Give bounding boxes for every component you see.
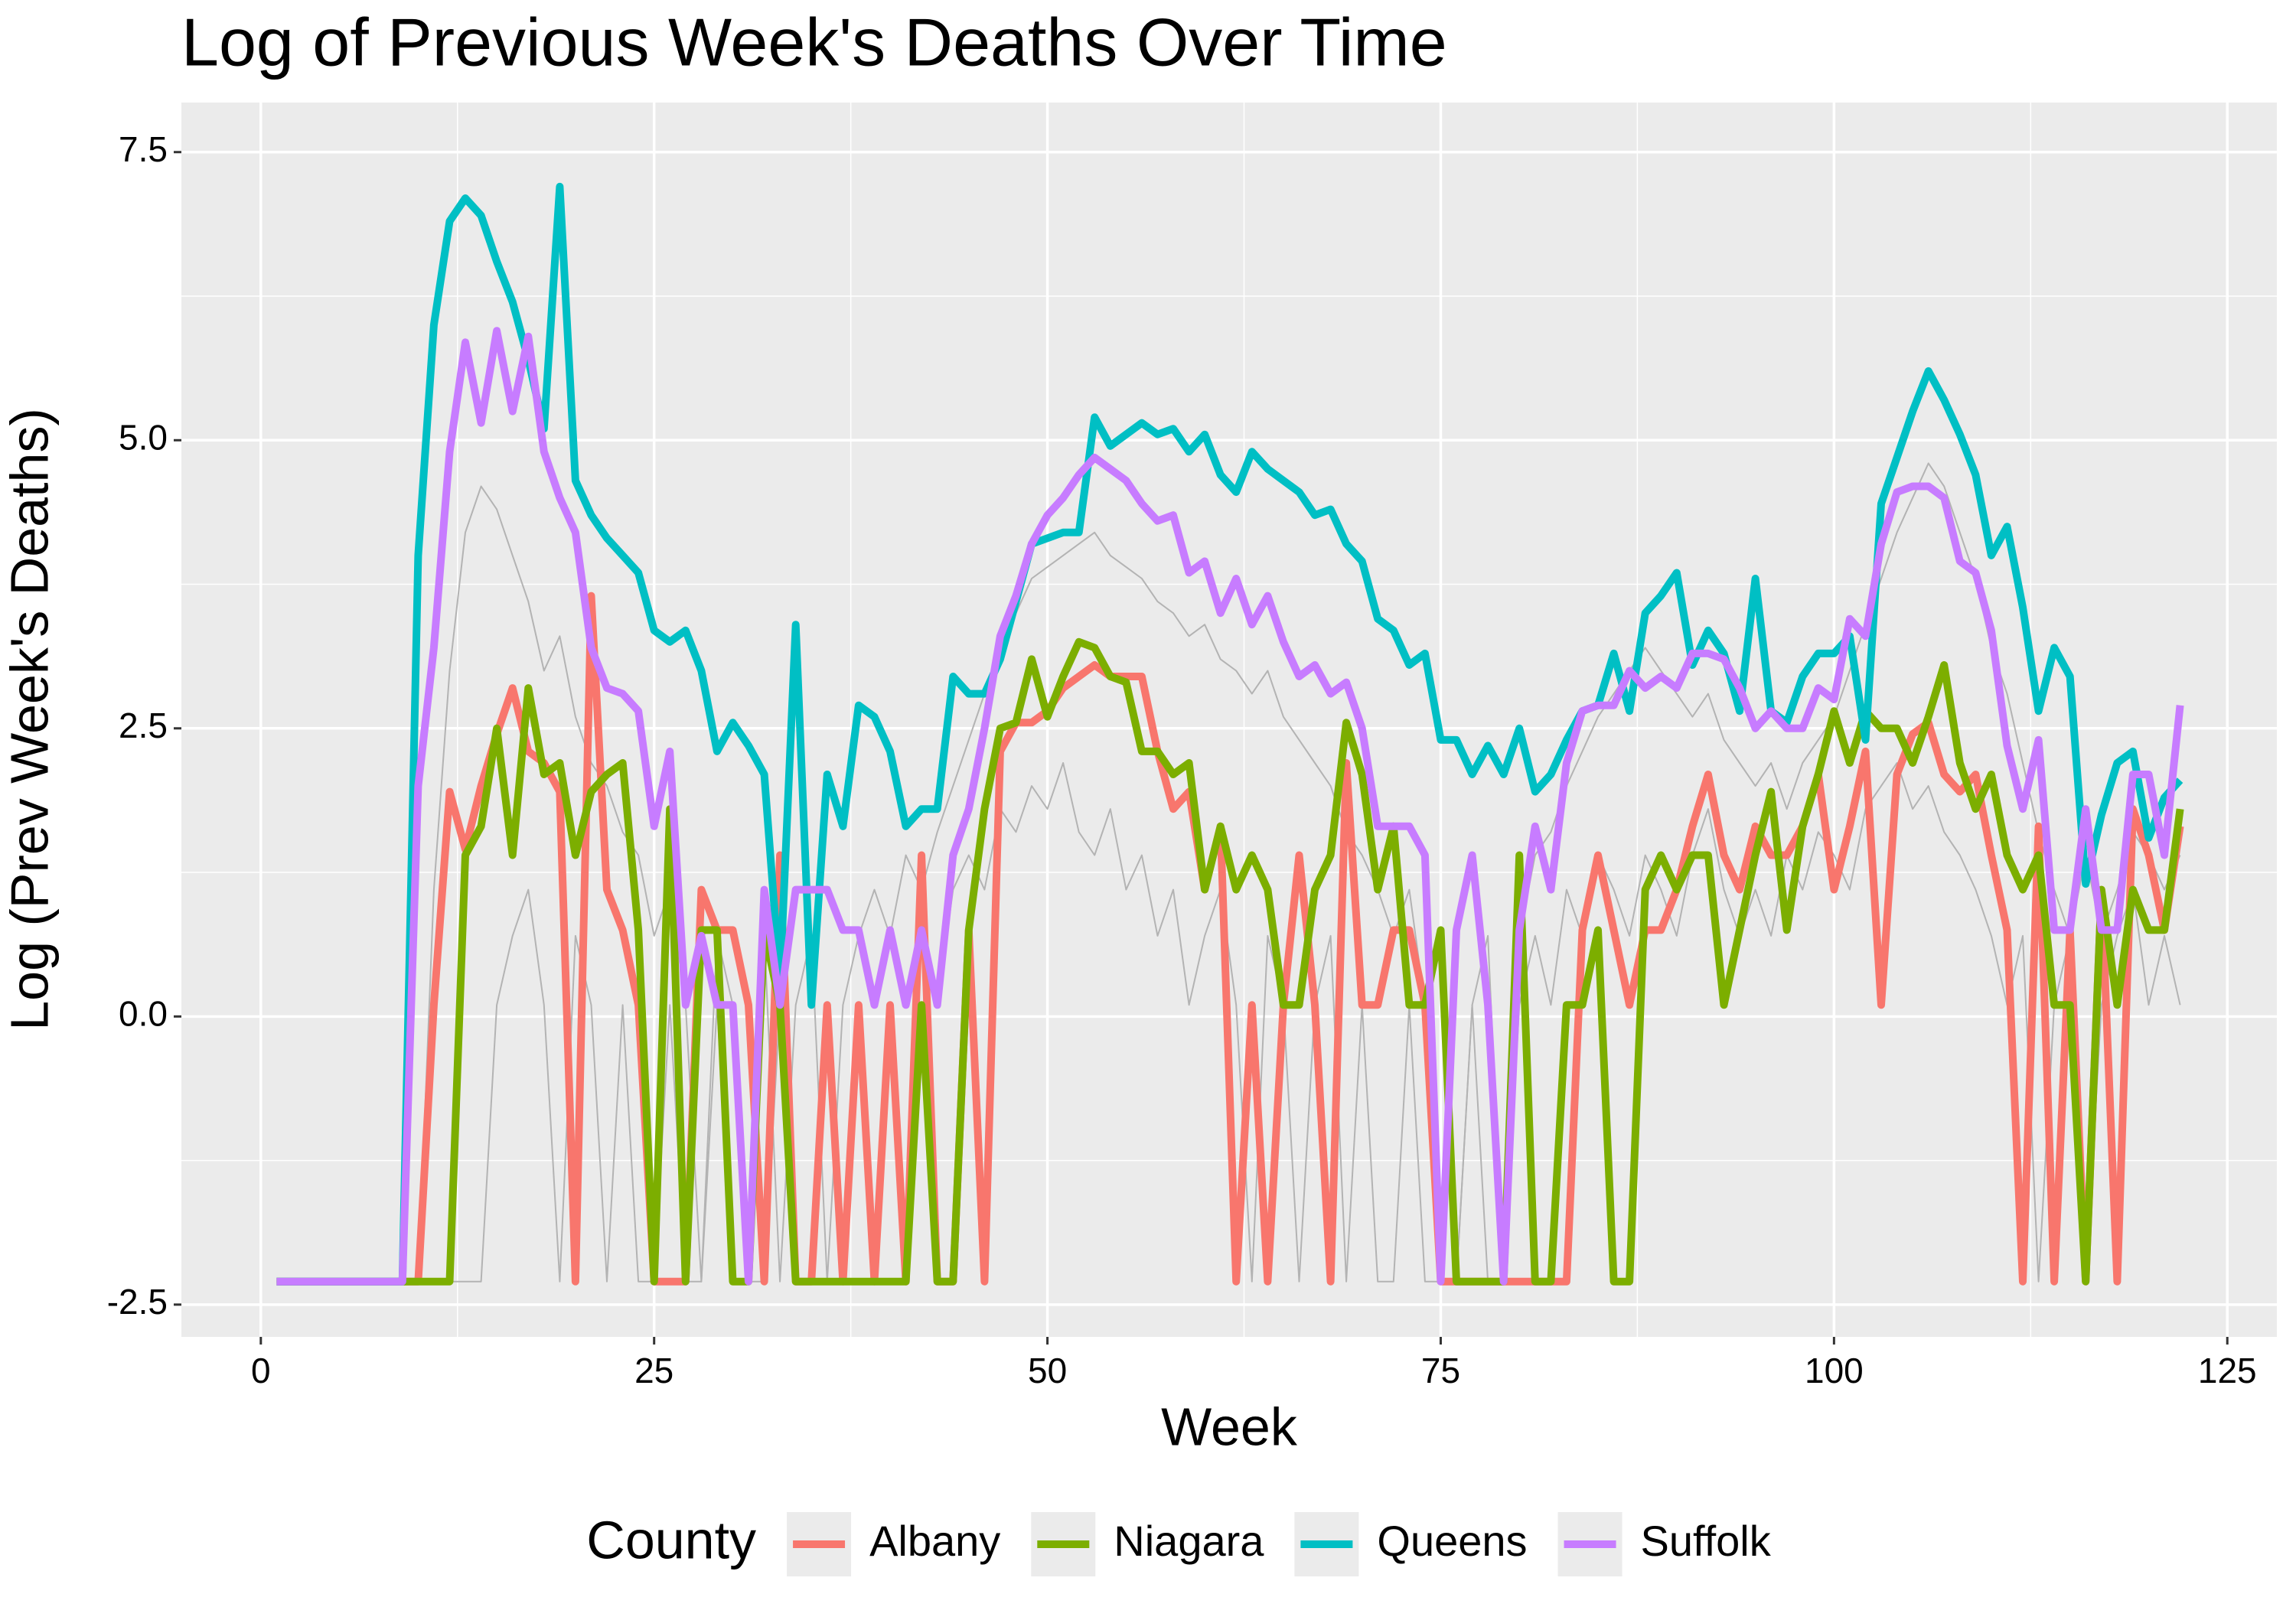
y-tick-label: 7.5 bbox=[119, 129, 168, 169]
x-axis-title: Week bbox=[1161, 1397, 1298, 1456]
y-axis-title: Log (Prev Week's Deaths) bbox=[0, 408, 59, 1031]
series-line bbox=[276, 327, 2184, 1286]
series-line bbox=[276, 182, 2183, 1286]
legend-title: County bbox=[586, 1510, 756, 1570]
y-tick-label: 2.5 bbox=[119, 706, 168, 745]
x-tick-label: 125 bbox=[2198, 1351, 2257, 1390]
x-tick-label: 100 bbox=[1805, 1351, 1864, 1390]
x-tick-label: 25 bbox=[634, 1351, 673, 1390]
y-tick-label: 5.0 bbox=[119, 417, 168, 457]
y-tick-label: 0.0 bbox=[119, 993, 168, 1033]
legend-label: Albany bbox=[869, 1517, 1000, 1565]
y-tick-label: -2.5 bbox=[107, 1282, 168, 1322]
chart-title: Log of Previous Week's Deaths Over Time bbox=[181, 4, 1447, 80]
legend-label: Suffolk bbox=[1641, 1517, 1772, 1565]
x-tick-label: 0 bbox=[251, 1351, 271, 1390]
legend-label: Queens bbox=[1377, 1517, 1527, 1565]
x-tick-label: 75 bbox=[1421, 1351, 1460, 1390]
legend: County Albany Niagara Queens Suffolk bbox=[586, 1510, 1772, 1576]
x-tick-label: 50 bbox=[1028, 1351, 1067, 1390]
legend-label: Niagara bbox=[1114, 1517, 1264, 1565]
